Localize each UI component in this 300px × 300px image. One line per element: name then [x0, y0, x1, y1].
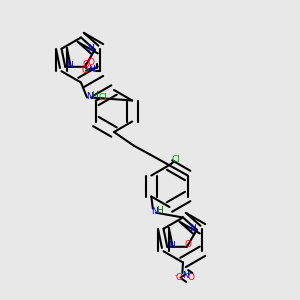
Text: N: N — [86, 92, 93, 101]
Text: O: O — [81, 66, 88, 75]
Text: H: H — [156, 206, 163, 215]
Text: O: O — [187, 273, 194, 282]
Text: -: - — [80, 64, 83, 70]
Text: N: N — [66, 61, 73, 70]
Text: N: N — [88, 65, 94, 74]
Text: Cl: Cl — [172, 155, 181, 164]
Text: N: N — [151, 207, 158, 216]
Text: O: O — [175, 273, 182, 282]
Text: Cl: Cl — [99, 93, 108, 102]
Text: O: O — [88, 58, 95, 67]
Text: O: O — [184, 240, 191, 249]
Text: N: N — [190, 224, 196, 233]
Text: -: - — [174, 272, 177, 278]
Text: +: + — [92, 64, 98, 70]
Text: H: H — [91, 92, 98, 100]
Text: N: N — [168, 241, 175, 250]
Text: O: O — [82, 60, 89, 69]
Text: +: + — [185, 271, 191, 277]
Text: N: N — [182, 272, 188, 280]
Text: N: N — [88, 44, 94, 53]
